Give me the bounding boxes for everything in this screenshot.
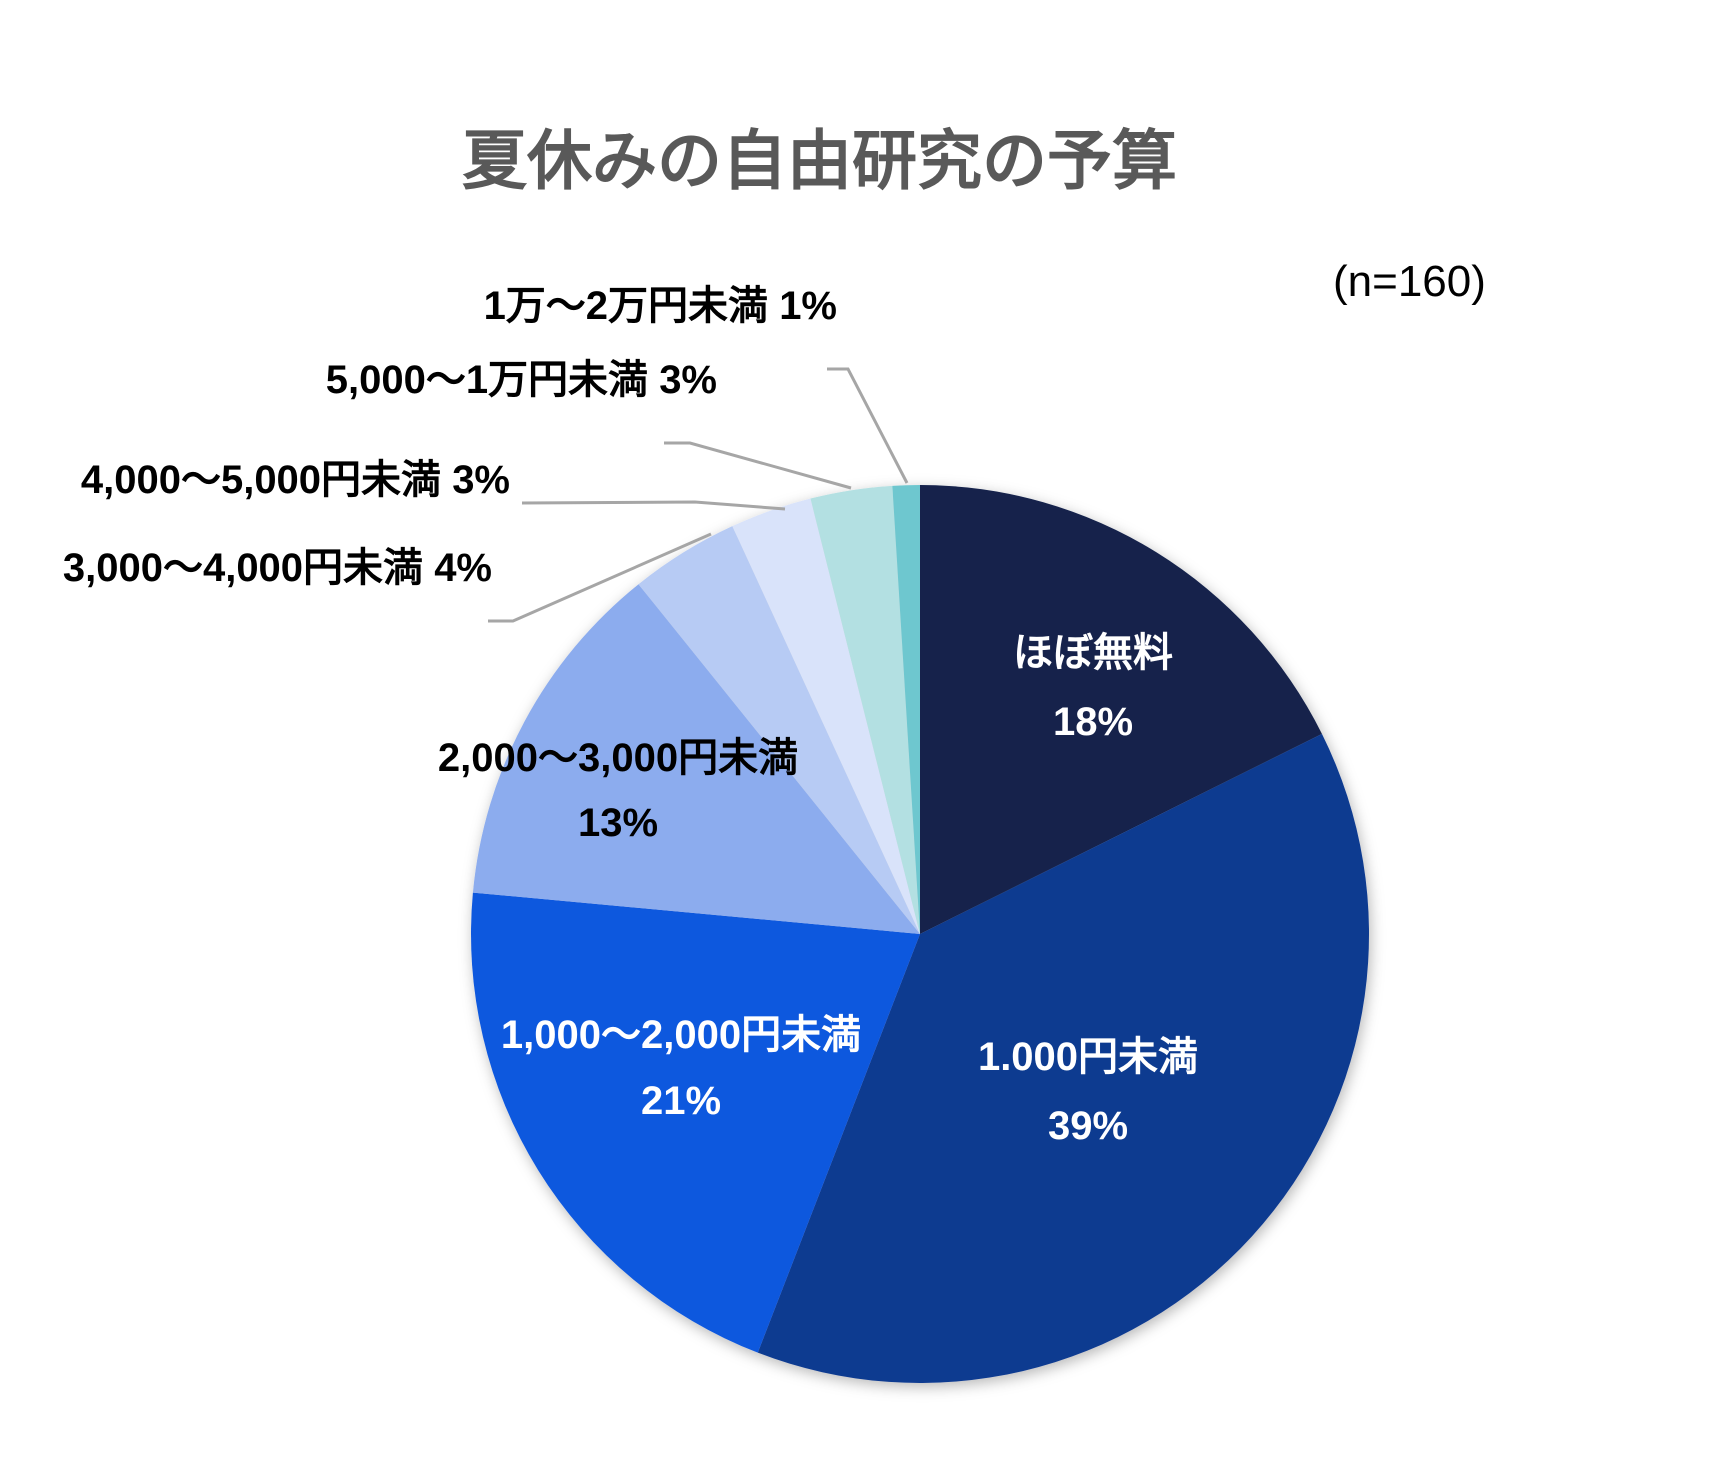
pie-slices [471,484,1370,1384]
pie-slice-0 [920,485,1322,934]
sample-size-note: (n=160) [1333,257,1486,306]
pie-slice-2 [471,892,920,1353]
leader-line-5 [521,500,786,511]
leader-line-7 [827,367,909,484]
pie-slice-4 [638,526,920,934]
pie-slice-1 [757,733,1370,1384]
leader-line-4 [488,532,712,623]
pie-slice-5 [732,498,920,934]
chart-title: 夏休みの自由研究の予算 [462,124,1178,197]
leader-line-6 [664,441,852,490]
pie-slice-7 [892,484,920,934]
pie-slice-3 [472,584,920,934]
leader-lines [488,367,909,623]
pie-slice-6 [810,485,920,934]
